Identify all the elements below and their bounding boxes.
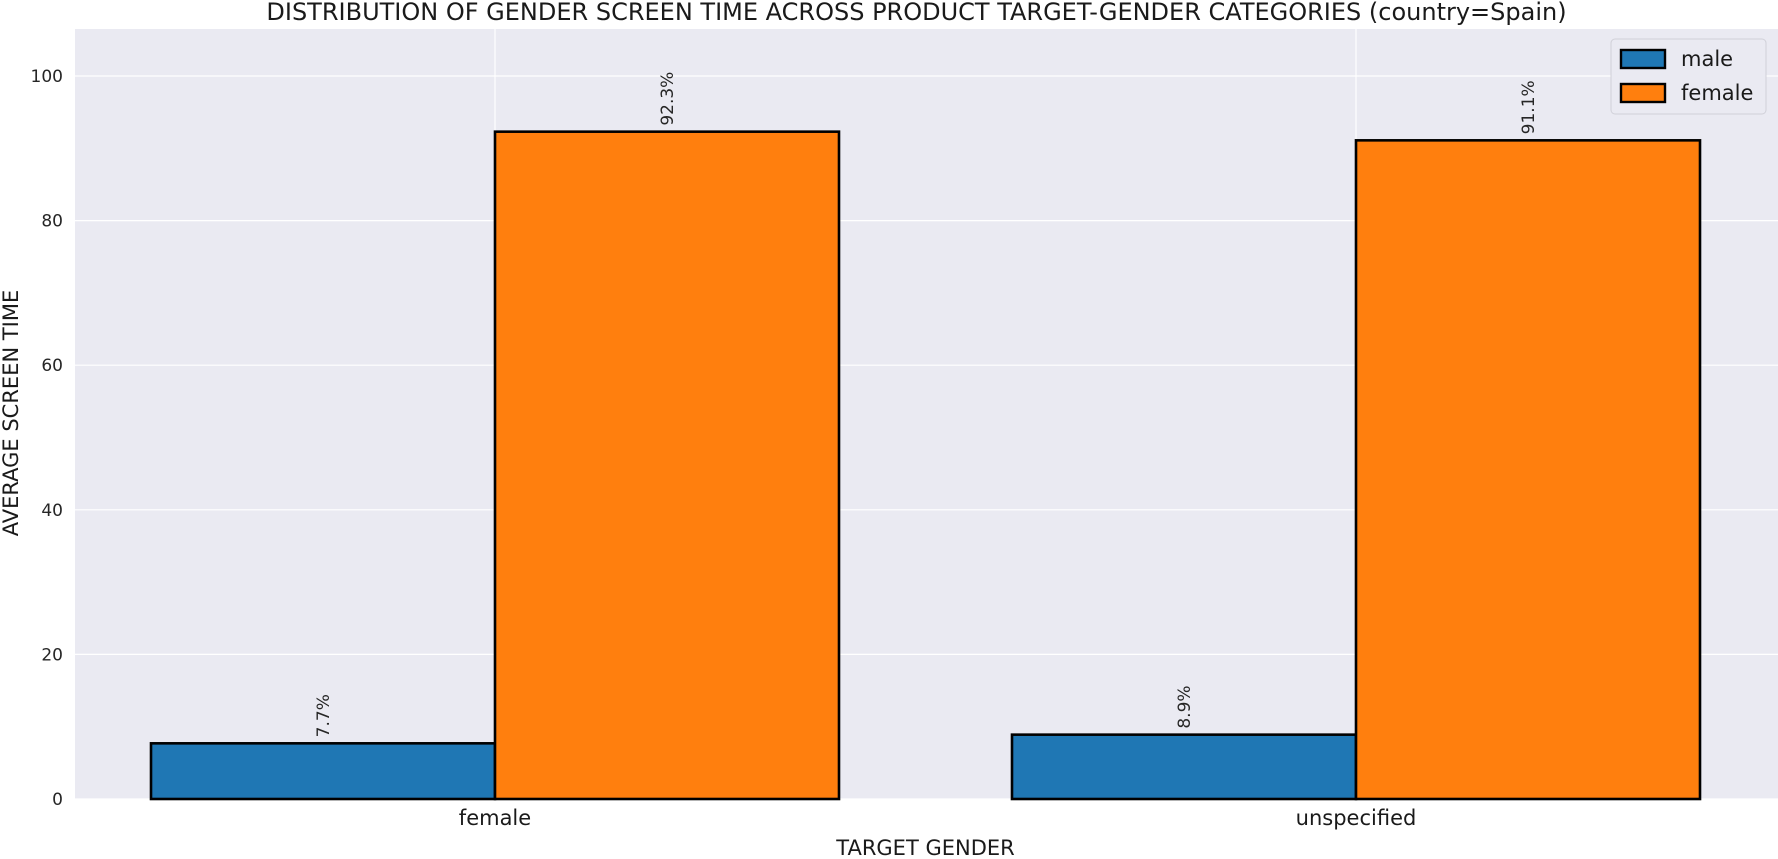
chart-title: DISTRIBUTION OF GENDER SCREEN TIME ACROS… [266,0,1566,26]
x-axis-label: TARGET GENDER [835,836,1014,859]
y-tick-label: 80 [41,212,63,232]
data-label-female-female: 92.3% [658,72,678,126]
bar-female-female [493,130,841,801]
legend-swatch-female [1619,82,1667,104]
data-label-female-unspecified: 91.1% [1519,80,1539,134]
data-label-male-unspecified: 8.9% [1175,685,1195,728]
y-tick-label: 20 [41,645,63,665]
bar-male-unspecified [1010,733,1358,801]
x-tick-label-female: female [459,806,531,830]
data-label-male-female: 7.7% [314,694,334,737]
y-tick-label: 100 [31,67,63,87]
data-labels: 7.7% 92.3% 8.9% 91.1% [314,72,1539,738]
bars [149,130,1702,801]
bar-male-female [149,742,497,801]
y-tick-label: 0 [52,790,63,810]
x-tick-label-unspecified: unspecified [1296,806,1417,830]
legend: male female [1610,38,1767,115]
y-axis-label: AVERAGE SCREEN TIME [0,290,23,537]
legend-swatch-male [1619,48,1667,70]
y-tick-label: 40 [41,501,63,521]
legend-label-male: male [1681,47,1733,71]
bar-female-unspecified [1354,139,1702,801]
x-axis-ticks: female unspecified [459,806,1417,830]
legend-label-female: female [1681,81,1753,105]
y-axis-ticks: 0 20 40 60 80 100 [31,67,63,810]
y-tick-label: 60 [41,356,63,376]
